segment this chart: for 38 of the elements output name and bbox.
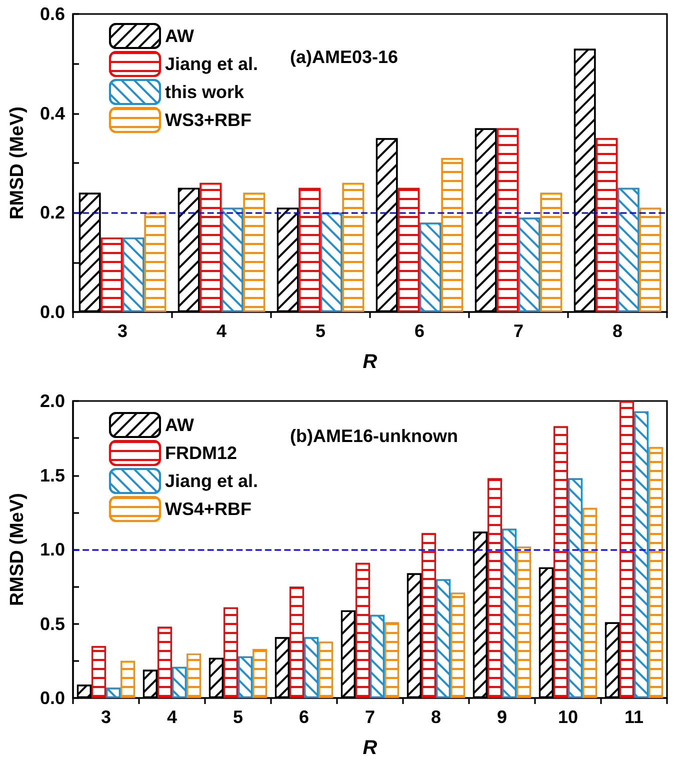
y-tick-label: 0.4 xyxy=(40,103,65,124)
x-tick-label: 4 xyxy=(216,321,227,341)
annotation: (a)AME03-16 xyxy=(290,47,398,67)
y-axis-title: RMSD (MeV) xyxy=(7,106,28,220)
annotation: (b)AME16-unknown xyxy=(290,426,458,446)
legend-label: this work xyxy=(165,82,246,102)
legend-label: Jiang et al. xyxy=(165,471,258,491)
y-axis-title: RMSD (MeV) xyxy=(7,493,28,606)
x-tick-label: 6 xyxy=(414,321,425,341)
legend-label: WS3+RBF xyxy=(165,110,252,130)
x-tick-label: 8 xyxy=(612,321,623,341)
legend-label: AW xyxy=(165,26,194,46)
y-tick-label: 0.0 xyxy=(40,688,65,708)
x-tick-label: 5 xyxy=(232,707,244,727)
x-axis-title: R xyxy=(362,351,378,373)
x-tick-label: 10 xyxy=(558,707,578,727)
x-tick-label: 3 xyxy=(117,321,128,341)
x-tick-label: 8 xyxy=(430,707,442,727)
legend-label: WS4+RBF xyxy=(165,499,252,519)
x-tick-label: 5 xyxy=(315,321,326,341)
x-axis-title: R xyxy=(362,737,378,759)
x-tick-label: 7 xyxy=(364,707,376,727)
x-tick-label: 7 xyxy=(513,321,524,341)
y-tick-label: 0.0 xyxy=(40,302,65,322)
legend-label: FRDM12 xyxy=(165,443,238,463)
y-tick-label: 1.0 xyxy=(40,540,65,560)
y-tick-label: 1.5 xyxy=(40,465,65,486)
y-tick-label: 0.5 xyxy=(40,614,65,634)
x-tick-label: 4 xyxy=(166,707,178,727)
x-tick-label: 9 xyxy=(496,707,508,727)
x-tick-label: 3 xyxy=(100,707,112,727)
y-tick-label: 2.0 xyxy=(40,391,65,411)
x-tick-label: 11 xyxy=(624,707,644,727)
legend-label: Jiang et al. xyxy=(165,54,258,74)
y-tick-label: 0.2 xyxy=(40,202,65,223)
legend-label: AW xyxy=(165,415,194,435)
y-tick-label: 0.6 xyxy=(40,4,65,24)
x-tick-label: 6 xyxy=(298,707,310,727)
